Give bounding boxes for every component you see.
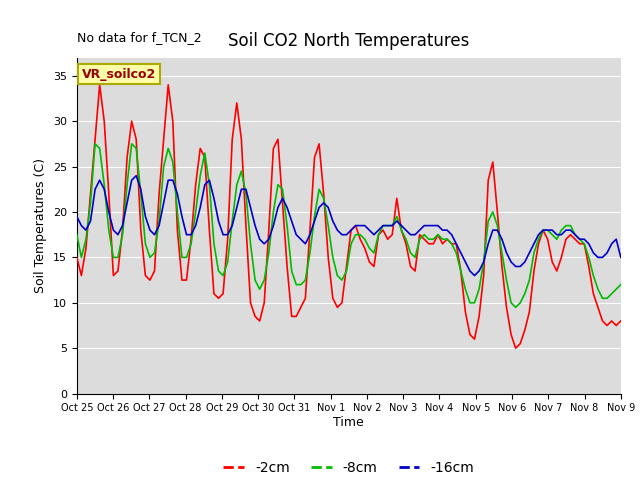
Text: No data for f_TCN_2: No data for f_TCN_2 — [77, 31, 202, 44]
Text: VR_soilco2: VR_soilco2 — [82, 68, 157, 81]
X-axis label: Time: Time — [333, 416, 364, 429]
Y-axis label: Soil Temperatures (C): Soil Temperatures (C) — [35, 158, 47, 293]
Legend: -2cm, -8cm, -16cm: -2cm, -8cm, -16cm — [218, 456, 480, 480]
Title: Soil CO2 North Temperatures: Soil CO2 North Temperatures — [228, 33, 470, 50]
